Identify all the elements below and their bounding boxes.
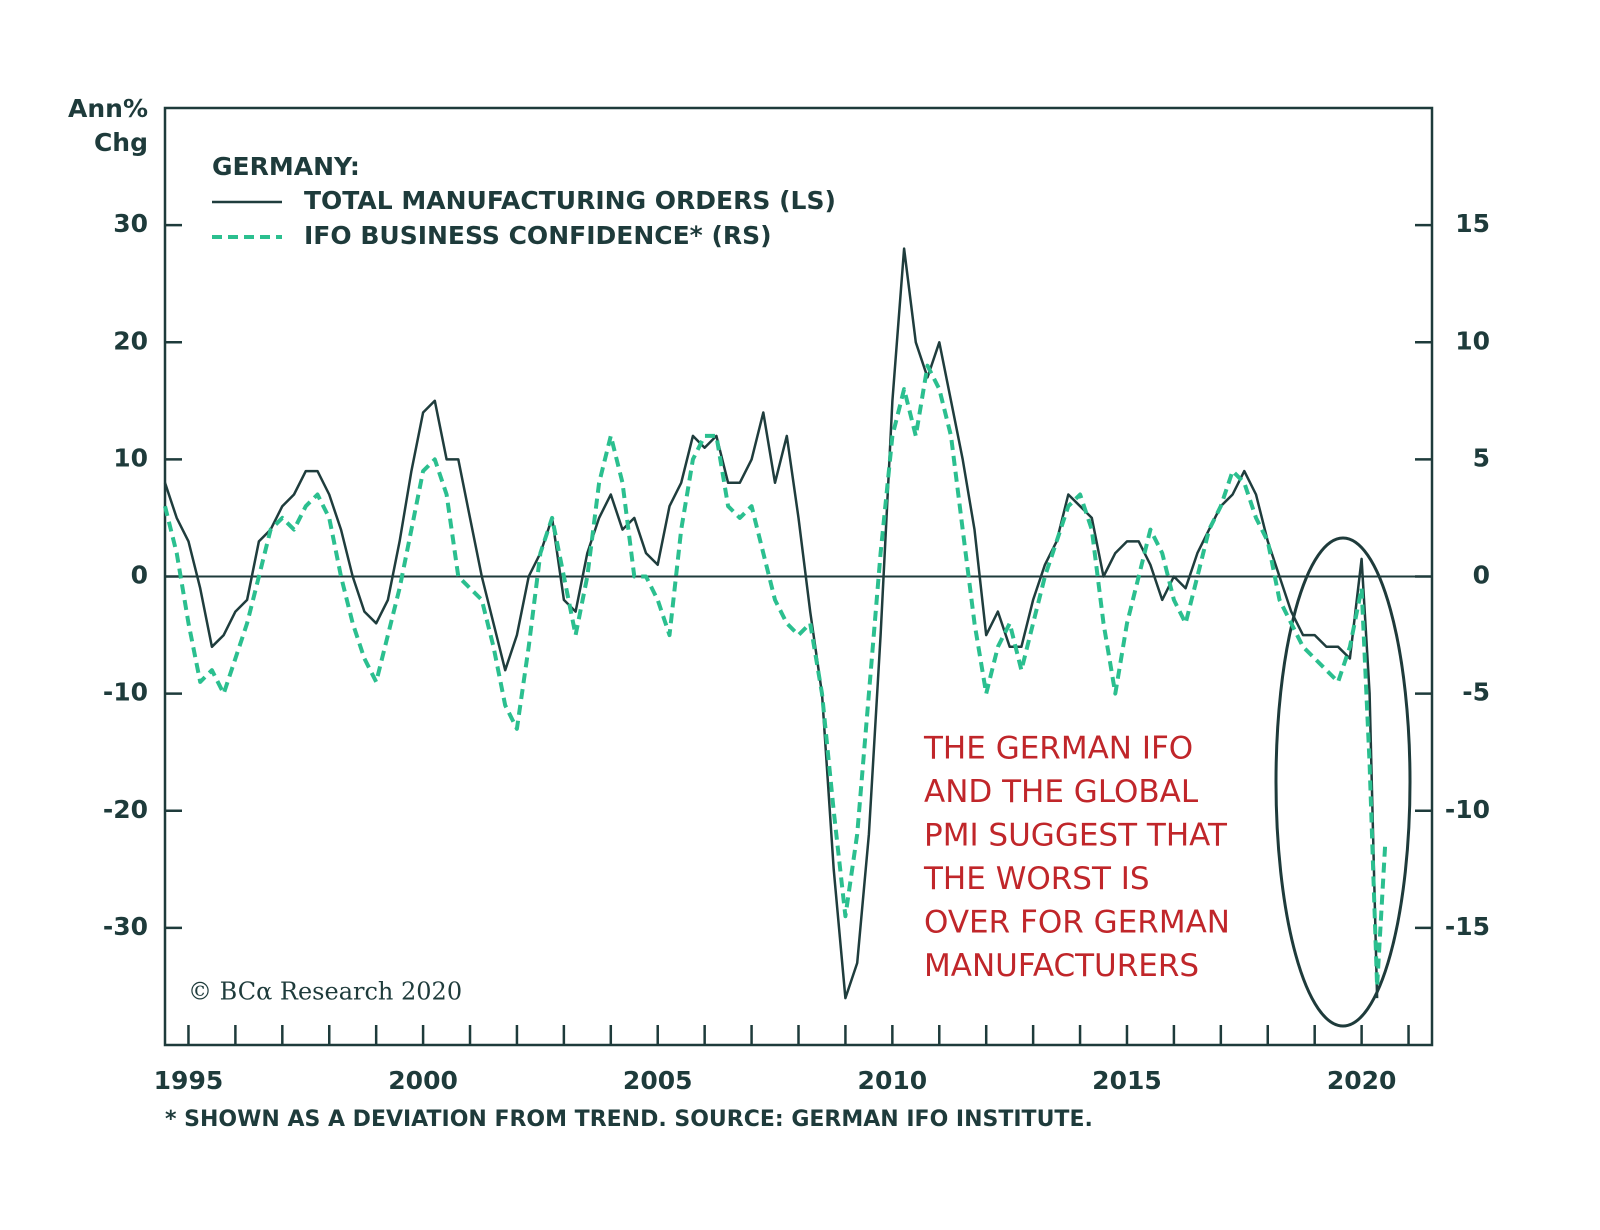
y-tick-label: 20 bbox=[113, 326, 148, 355]
y-tick-label: -30 bbox=[103, 912, 148, 941]
y2-tick-label: -15 bbox=[1445, 912, 1490, 941]
legend-label: IFO BUSINESS CONFIDENCE* (RS) bbox=[304, 221, 772, 250]
y-tick-label: -20 bbox=[103, 795, 148, 824]
x-tick-label: 2020 bbox=[1327, 1066, 1397, 1095]
y-tick-label: -10 bbox=[103, 678, 148, 707]
y-axis-label: Chg bbox=[94, 128, 148, 157]
y2-tick-label: 10 bbox=[1455, 326, 1490, 355]
x-tick-label: 2010 bbox=[858, 1066, 928, 1095]
x-tick-label: 2000 bbox=[388, 1066, 458, 1095]
y2-tick-label: 15 bbox=[1455, 209, 1490, 238]
highlight-ellipse bbox=[1274, 536, 1412, 1028]
footnote: * SHOWN AS A DEVIATION FROM TREND. SOURC… bbox=[165, 1107, 1093, 1132]
y-tick-label: 10 bbox=[113, 443, 148, 472]
legend-title: GERMANY: bbox=[212, 152, 360, 181]
annotation: OVER FOR GERMAN bbox=[924, 905, 1230, 941]
series-line bbox=[163, 363, 1388, 989]
annotation: PMI SUGGEST THAT bbox=[924, 818, 1228, 854]
annotation: MANUFACTURERS bbox=[924, 948, 1199, 984]
y-tick-label: 30 bbox=[113, 209, 148, 238]
annotation: THE GERMAN IFO bbox=[923, 731, 1193, 767]
y-axis-label: Ann% bbox=[68, 94, 148, 123]
y2-tick-label: 0 bbox=[1473, 561, 1490, 590]
y2-tick-label: -5 bbox=[1462, 678, 1490, 707]
x-tick-label: 2005 bbox=[623, 1066, 693, 1095]
copyright: © BCα Research 2020 bbox=[188, 978, 462, 1006]
y2-tick-label: -10 bbox=[1445, 795, 1490, 824]
y-tick-label: 0 bbox=[131, 561, 148, 590]
annotation: THE WORST IS bbox=[923, 861, 1150, 897]
y2-tick-label: 5 bbox=[1473, 443, 1490, 472]
series-line bbox=[163, 247, 1379, 1000]
x-tick-label: 1995 bbox=[154, 1066, 224, 1095]
legend-label: TOTAL MANUFACTURING ORDERS (LS) bbox=[304, 186, 836, 215]
x-tick-label: 2015 bbox=[1092, 1066, 1162, 1095]
annotation: AND THE GLOBAL bbox=[924, 774, 1199, 810]
